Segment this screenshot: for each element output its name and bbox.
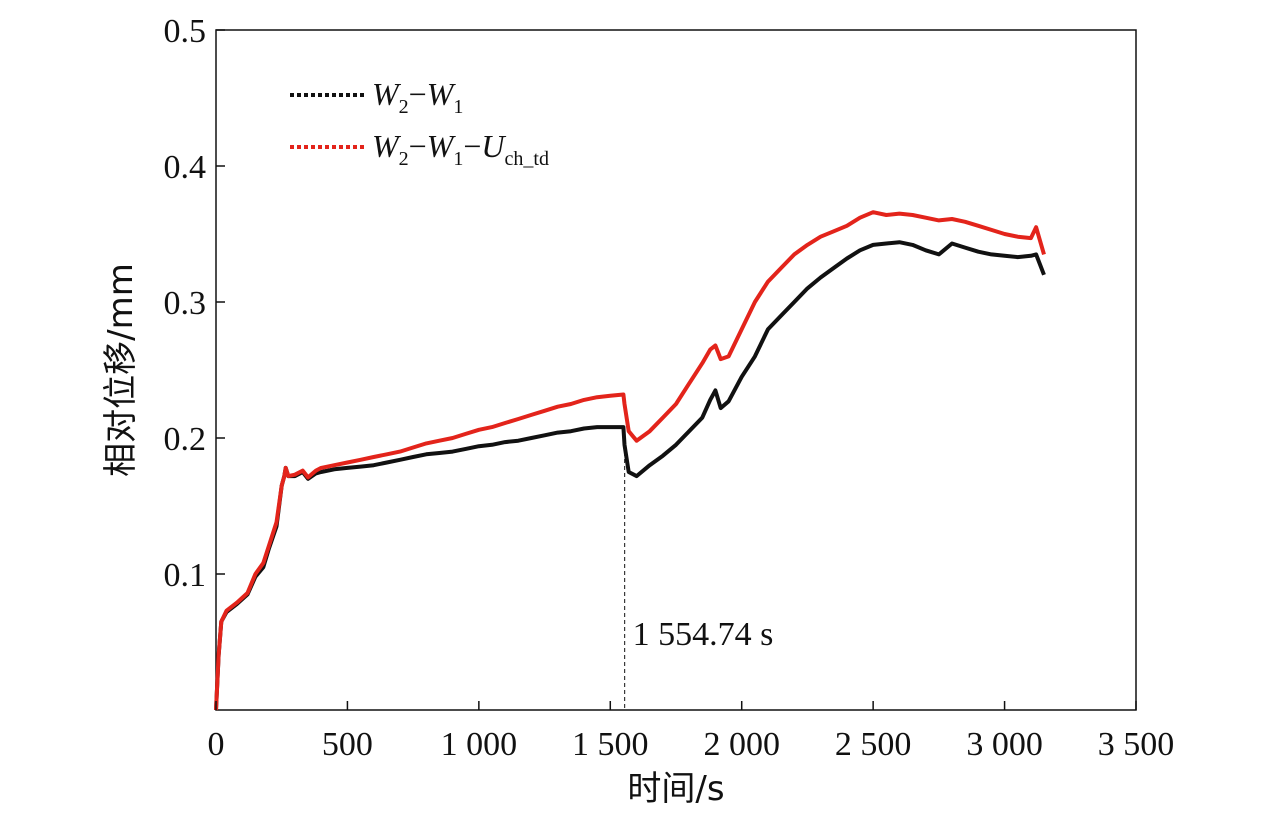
series-line-1 — [214, 240, 1046, 711]
x-tick-label-3: 1 500 — [572, 726, 649, 763]
y-tick-label-3: 0.4 — [164, 149, 207, 186]
x-tick-label-4: 2 000 — [703, 726, 780, 763]
plot-frame — [215, 29, 1137, 711]
annotation-layer: 1 554.74 s — [624, 438, 774, 710]
series-layer — [214, 210, 1046, 711]
y-tick-label-4: 0.5 — [164, 13, 207, 50]
series-line-2 — [214, 210, 1046, 711]
legend-label-2: W2−W1−Uch_td — [372, 128, 549, 170]
x-tick-label-1: 500 — [322, 726, 373, 763]
legend: W2−W1 W2−W1−Uch_td — [290, 76, 549, 170]
x-tick-label-0: 0 — [208, 726, 225, 763]
ticks-layer — [215, 29, 1137, 710]
y-tick-label-1: 0.2 — [164, 421, 207, 458]
x-tick-label-2: 1 000 — [441, 726, 518, 763]
x-axis-label: 时间/s — [627, 769, 724, 809]
x-tick-label-5: 2 500 — [835, 726, 912, 763]
annotation-label: 1 554.74 s — [633, 616, 774, 653]
x-tick-label-6: 3 000 — [966, 726, 1043, 763]
x-tick-label-7: 3 500 — [1098, 726, 1175, 763]
y-tick-label-0: 0.1 — [164, 557, 207, 594]
y-tick-label-2: 0.3 — [164, 285, 207, 322]
tick-labels-layer: 0 500 1 000 1 500 2 000 2 500 3 000 3 500 0.1 0.2… — [164, 13, 1175, 763]
y-axis-label: 相对位移/mm — [101, 263, 141, 477]
legend-label-1: W2−W1 — [372, 76, 463, 118]
